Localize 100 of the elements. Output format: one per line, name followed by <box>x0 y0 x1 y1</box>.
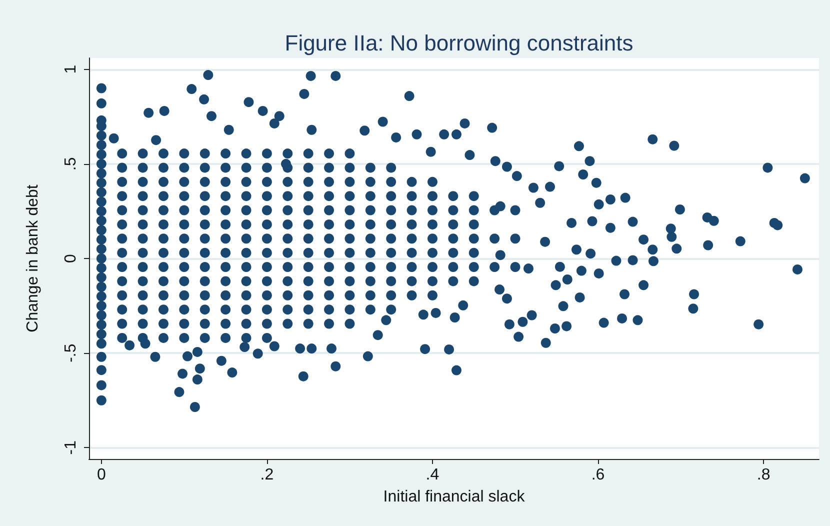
point <box>262 219 272 230</box>
point <box>448 191 458 202</box>
point <box>324 176 334 187</box>
point <box>158 262 168 272</box>
point <box>490 234 500 244</box>
point <box>179 276 190 286</box>
point <box>241 304 252 315</box>
point <box>427 248 438 258</box>
point <box>96 130 106 141</box>
point <box>324 304 334 315</box>
point <box>303 248 314 258</box>
point <box>282 176 293 187</box>
point <box>158 248 168 258</box>
point <box>96 149 106 160</box>
point <box>282 304 293 315</box>
point <box>158 318 168 329</box>
point <box>241 318 252 329</box>
point <box>200 318 210 329</box>
point <box>262 248 272 258</box>
point <box>406 248 417 258</box>
point <box>262 262 272 272</box>
point <box>220 262 231 272</box>
point <box>96 365 106 376</box>
point <box>117 219 128 230</box>
point <box>282 248 293 258</box>
point <box>96 291 106 302</box>
point <box>262 162 272 173</box>
point <box>179 262 190 272</box>
point <box>468 276 479 286</box>
point <box>365 205 376 216</box>
point <box>365 176 376 187</box>
point <box>200 290 210 300</box>
point <box>490 262 500 272</box>
x-tick-label: .4 <box>426 466 440 484</box>
point <box>448 276 458 286</box>
point <box>158 219 168 230</box>
point <box>179 191 190 202</box>
point <box>303 318 314 329</box>
point <box>220 290 231 300</box>
point <box>179 162 190 173</box>
point <box>282 148 293 159</box>
point <box>96 380 106 390</box>
point <box>200 191 210 202</box>
point <box>427 234 438 244</box>
x-tick-label: .8 <box>756 466 770 484</box>
point <box>179 332 190 343</box>
point <box>282 276 293 286</box>
point <box>303 176 314 187</box>
chart-title: Figure IIa: No borrowing constraints <box>284 30 634 56</box>
point <box>282 234 293 244</box>
point <box>158 176 168 187</box>
point <box>406 176 417 187</box>
point <box>158 290 168 300</box>
point <box>158 148 168 159</box>
point <box>282 318 293 329</box>
point <box>220 176 231 187</box>
point <box>386 304 396 315</box>
point <box>117 148 128 159</box>
point <box>158 332 168 343</box>
point <box>427 262 438 272</box>
point <box>303 304 314 315</box>
point <box>138 191 148 202</box>
point <box>200 162 210 173</box>
x-tick-label: .2 <box>260 466 274 484</box>
point <box>138 176 148 187</box>
point <box>468 248 479 258</box>
point <box>96 282 106 292</box>
point <box>96 262 106 273</box>
point <box>220 276 231 286</box>
point <box>344 276 355 286</box>
point <box>96 196 106 207</box>
point <box>241 248 252 258</box>
point <box>220 162 231 173</box>
point <box>282 290 293 300</box>
point <box>344 162 355 173</box>
point <box>406 219 417 230</box>
point <box>386 162 396 173</box>
point <box>386 219 396 230</box>
point <box>262 191 272 202</box>
point <box>427 290 438 300</box>
point <box>386 262 396 272</box>
point <box>200 148 210 159</box>
point <box>406 234 417 244</box>
point <box>262 304 272 315</box>
point <box>365 276 376 286</box>
point <box>96 158 106 169</box>
point <box>158 304 168 315</box>
y-axis-title: Change in bank debt <box>24 184 42 332</box>
point <box>324 234 334 244</box>
point <box>386 276 396 286</box>
point <box>179 248 190 258</box>
point <box>96 187 106 198</box>
point <box>344 290 355 300</box>
point <box>468 205 479 216</box>
point <box>344 248 355 258</box>
point <box>117 276 128 286</box>
point <box>303 290 314 300</box>
point <box>200 332 210 343</box>
point <box>406 262 417 272</box>
point <box>158 205 168 216</box>
